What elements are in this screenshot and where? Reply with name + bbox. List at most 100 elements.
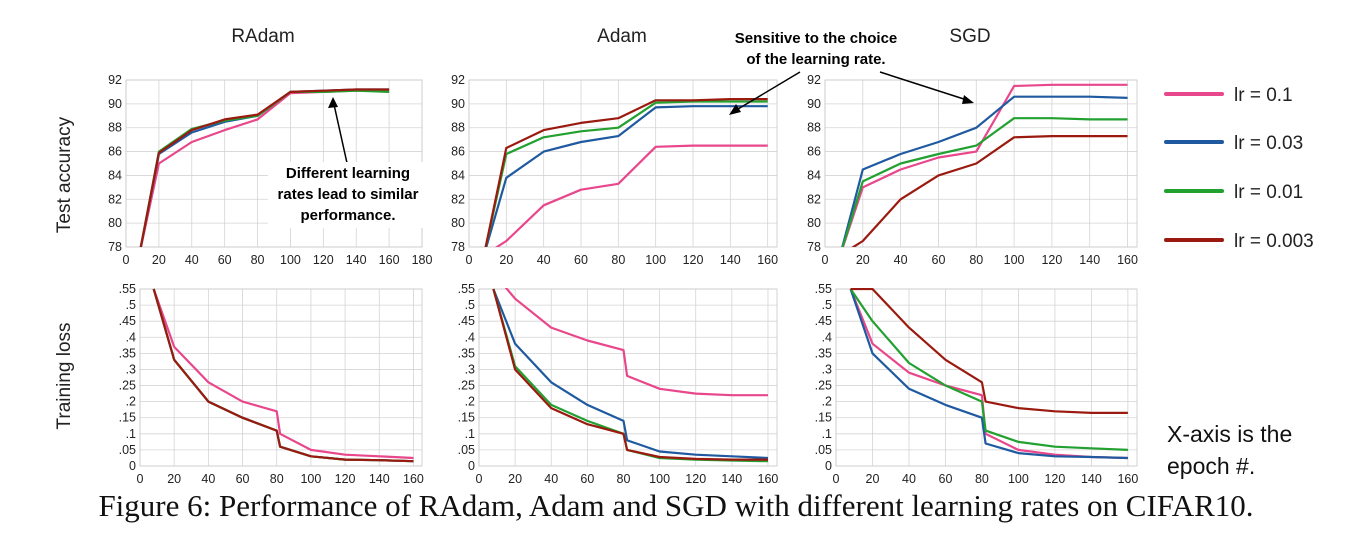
y-tick-label: 82	[108, 192, 122, 206]
panels-layer: 0 20 40 60 80 100 120 140 160 180 78 80 82 84 86 88 90 92…	[108, 73, 1138, 486]
y-tick-label: .35	[458, 346, 475, 360]
annotation-radam-line-3: performance.	[300, 207, 395, 224]
y-tick-label: .4	[126, 330, 136, 344]
y-tick-label: 0	[468, 459, 475, 473]
legend-label-0: lr = 0.1	[1234, 85, 1293, 106]
y-tick-label: .35	[119, 346, 136, 360]
y-tick-label: 84	[451, 168, 465, 182]
x-tick-label: 60	[932, 253, 946, 267]
series-line-3-3	[152, 288, 414, 463]
row-label-training-loss: Training loss	[54, 322, 75, 429]
x-tick-label: 180	[412, 253, 433, 267]
annotation-adam: Sensitive to the choice of the learning …	[729, 30, 974, 115]
x-tick-label: 100	[649, 472, 670, 486]
series-line-4-0	[504, 288, 768, 397]
panel-1: 0 20 40 60 80 100 120 140 160 78 80 82 84 86 88 90 92	[451, 73, 778, 267]
x-tick-label: 60	[580, 472, 594, 486]
series-line-2-3	[851, 135, 1128, 247]
series-line-2-0	[841, 83, 1128, 247]
y-tick-label: 78	[451, 240, 465, 254]
x-tick-label: 20	[866, 472, 880, 486]
legend-label-2: lr = 0.01	[1234, 182, 1303, 203]
x-tick-label: 100	[1004, 253, 1025, 267]
y-tick-label: 80	[108, 216, 122, 230]
x-tick-label: 60	[218, 253, 232, 267]
annotation-adam-arrowhead-right	[962, 95, 974, 104]
annotation-adam-line-2: of the learning rate.	[746, 51, 885, 68]
x-tick-label: 140	[1079, 253, 1100, 267]
y-tick-label: .1	[822, 427, 832, 441]
figure-canvas: 0 20 40 60 80 100 120 140 160 180 78 80 82 84 86 88 90 92…	[54, 26, 1314, 486]
x-tick-label: 100	[1008, 472, 1029, 486]
y-tick-label: 88	[108, 121, 122, 135]
annotation-adam-line-1: Sensitive to the choice	[735, 30, 898, 47]
y-tick-label: 0	[129, 459, 136, 473]
plot-frame	[478, 288, 778, 467]
x-tick-label: 160	[757, 253, 778, 267]
series-line-5-3	[850, 288, 1128, 414]
y-tick-label: .3	[822, 362, 832, 376]
y-tick-label: .15	[458, 411, 475, 425]
x-tick-label: 120	[335, 472, 356, 486]
x-tick-label: 80	[975, 472, 989, 486]
x-tick-label: 20	[508, 472, 522, 486]
y-tick-label: .2	[822, 395, 832, 409]
x-tick-label: 20	[856, 253, 870, 267]
y-tick-label: 86	[108, 145, 122, 159]
y-tick-label: 0	[825, 459, 832, 473]
series-line-4-3	[492, 288, 768, 461]
series-line-1-2	[484, 100, 768, 247]
y-tick-label: .55	[458, 282, 475, 296]
y-tick-label: .25	[119, 379, 136, 393]
x-tick-label: 120	[1044, 472, 1065, 486]
panel-4: 0 20 40 60 80 100 120 140 160 0 .05 .1 .15 .2 .25 .3 .35…	[458, 282, 779, 486]
y-tick-label: .5	[822, 298, 832, 312]
y-tick-label: 80	[807, 216, 821, 230]
x-tick-label: 40	[544, 472, 558, 486]
y-tick-label: 88	[451, 121, 465, 135]
y-tick-label: .3	[126, 362, 136, 376]
panel-3: 0 20 40 60 80 100 120 140 160 0 .05 .1 .15 .2 .25 .3 .35…	[119, 282, 424, 486]
y-tick-label: 84	[807, 168, 821, 182]
x-tick-label: 20	[499, 253, 513, 267]
y-tick-label: .15	[815, 411, 832, 425]
y-tick-label: 92	[807, 73, 821, 87]
x-tick-label: 160	[1117, 472, 1138, 486]
y-tick-label: .4	[822, 330, 832, 344]
series-line-4-1	[492, 288, 769, 460]
x-tick-label: 0	[476, 472, 483, 486]
y-tick-label: 82	[807, 192, 821, 206]
chart-title-sgd: SGD	[949, 26, 990, 47]
x-tick-label: 120	[683, 253, 704, 267]
x-tick-label: 140	[720, 253, 741, 267]
x-tick-label: 100	[300, 472, 321, 486]
y-tick-label: .2	[465, 395, 475, 409]
series-line-5-1	[849, 288, 1128, 460]
x-tick-label: 80	[969, 253, 983, 267]
y-tick-label: 86	[451, 145, 465, 159]
x-tick-label: 160	[379, 253, 400, 267]
y-tick-label: .25	[815, 379, 832, 393]
x-tick-label: 80	[611, 253, 625, 267]
y-tick-label: .15	[119, 411, 136, 425]
y-tick-label: .55	[119, 282, 136, 296]
x-tick-label: 0	[833, 472, 840, 486]
y-tick-label: .1	[126, 427, 136, 441]
x-tick-label: 160	[758, 472, 779, 486]
x-tick-label: 140	[1081, 472, 1102, 486]
x-tick-label: 0	[466, 253, 473, 267]
annotation-radam-bg	[268, 162, 440, 228]
x-tick-label: 120	[1041, 253, 1062, 267]
y-tick-label: .35	[815, 346, 832, 360]
x-tick-label: 40	[537, 253, 551, 267]
y-tick-label: .5	[465, 298, 475, 312]
x-tick-label: 80	[617, 472, 631, 486]
x-tick-label: 20	[167, 472, 181, 486]
annotation-radam-line-2: rates lead to similar	[278, 186, 419, 203]
y-tick-label: .1	[465, 427, 475, 441]
y-tick-label: .45	[815, 314, 832, 328]
y-tick-label: .55	[815, 282, 832, 296]
x-tick-label: 140	[346, 253, 367, 267]
x-tick-label: 60	[236, 472, 250, 486]
y-tick-label: .05	[119, 443, 136, 457]
